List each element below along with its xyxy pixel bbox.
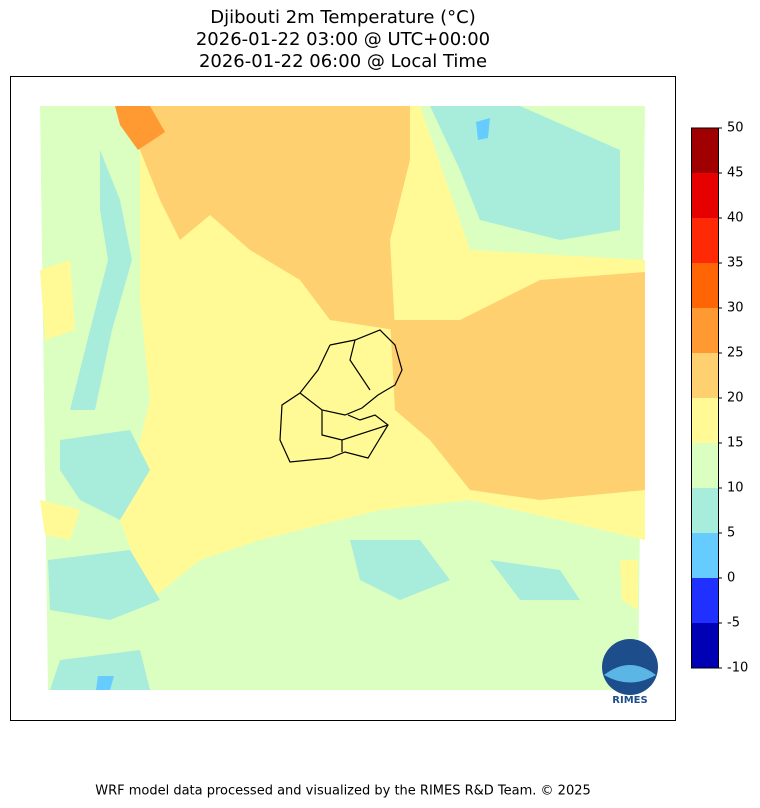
tick-label: 45 [727,166,744,181]
field-5-10 [48,430,580,690]
colorbar-segment [691,398,718,443]
colorbar-segment [691,443,718,488]
colorbar-segment [691,308,718,353]
colorbar-segment [691,578,718,623]
tick-label: 15 [727,436,744,451]
tick-label: 0 [727,571,735,586]
tick-label: 40 [727,211,744,226]
tick-label: 50 [727,121,744,136]
logo-text: RIMES [612,695,647,706]
field-5-10 [70,150,132,410]
colorbar-segment [691,623,718,668]
tick-label: 30 [727,301,744,316]
tick-label: 35 [727,256,744,271]
field-20-25 [390,272,645,500]
colorbar-segment [691,533,718,578]
title-line: 2026-01-22 06:00 @ Local Time [199,51,487,72]
tick-label: 10 [727,481,744,496]
field-5-10 [430,106,620,240]
colorbar-segment [691,218,718,263]
map-frame [10,76,676,721]
colorbar: -10 -5 0 5 10 15 20 25 30 35 40 45 50 [691,121,748,676]
tick-label: -10 [727,661,748,676]
footer: WRF model data processed and visualized … [95,784,591,799]
tick-label: 25 [727,346,744,361]
tick-label: -5 [727,616,740,631]
map [40,106,645,690]
colorbar-segment [691,128,718,173]
title-line: 2026-01-22 03:00 @ UTC+00:00 [196,29,490,50]
colorbar-segment [691,353,718,398]
tick-label: 20 [727,391,744,406]
colorbar-segment [691,263,718,308]
colorbar-segment [691,488,718,533]
title-line: Djibouti 2m Temperature (°C) [210,7,476,28]
tick-label: 5 [727,526,735,541]
logo-wave [604,665,656,683]
field-25-30 [115,106,165,150]
border [279,329,403,463]
colorbar-segment [691,173,718,218]
field-20-25 [115,106,410,330]
